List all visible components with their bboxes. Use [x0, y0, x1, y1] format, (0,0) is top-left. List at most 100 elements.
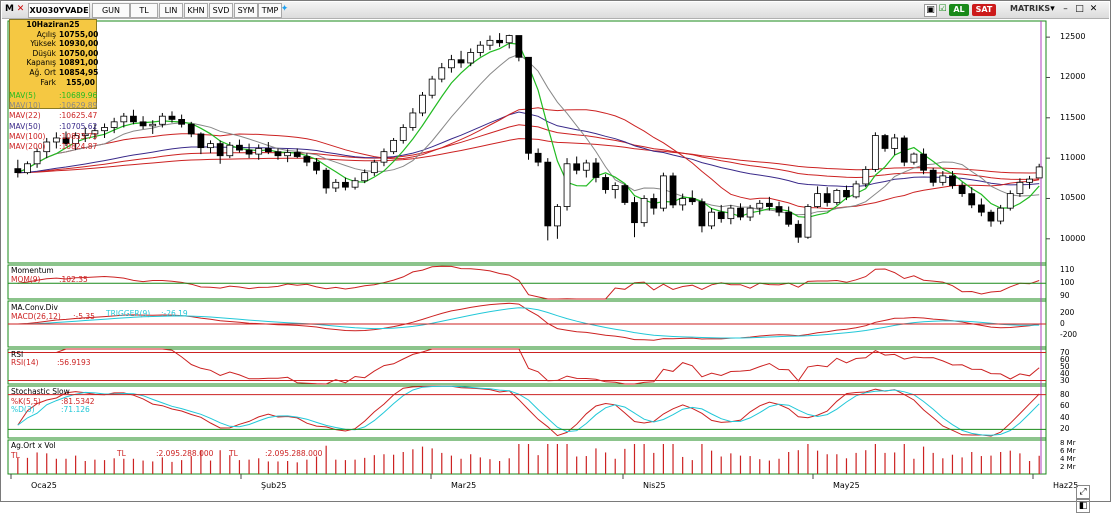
toolbar-button-lin[interactable]: LIN [159, 3, 183, 18]
momentum-title: Momentum [11, 266, 54, 275]
toolbar-button-sym[interactable]: SYM [234, 3, 258, 18]
candle-body [525, 56, 532, 154]
candle-body [43, 141, 51, 153]
x-axis-label: Mar25 [451, 481, 477, 490]
volume-value-2: :2.095.288.000 [265, 449, 323, 458]
toolbar-button-tl[interactable]: TL [130, 3, 158, 18]
twitter-icon[interactable]: ✦ [280, 4, 289, 14]
sell-button[interactable]: SAT [972, 4, 996, 16]
candle [949, 171, 956, 189]
candle-body [438, 67, 446, 80]
buy-button[interactable]: AL [949, 4, 969, 16]
candle-body [592, 162, 600, 178]
close-icon[interactable]: ✕ [1089, 4, 1098, 14]
toolbar-button-gun[interactable]: GUN [92, 3, 130, 18]
toolbar-button-khn[interactable]: KHN [184, 3, 208, 18]
candle [756, 200, 764, 215]
candle-body [390, 139, 397, 153]
candle-body [197, 133, 205, 149]
toolbar-button-svd[interactable]: SVD [209, 3, 233, 18]
candle [621, 183, 629, 205]
candle-body [679, 198, 687, 206]
info-value: 155,00 [66, 77, 95, 87]
candle [650, 193, 658, 215]
candle-body [505, 35, 513, 44]
toolbar-button-tmp[interactable]: TMP [258, 3, 282, 18]
candle-body [245, 149, 253, 155]
candle-body [958, 185, 966, 195]
volume-title: Ag.Ort x Vol [11, 441, 56, 450]
settings-icon[interactable]: ▣ [924, 4, 937, 17]
candle-body [756, 202, 764, 209]
mav-legend-item: MAV(100):10833.73 [9, 132, 97, 142]
rsi-line [17, 348, 1040, 385]
candle [977, 198, 985, 217]
candle-body [486, 39, 494, 46]
symbol-field[interactable]: XU030YVADE [28, 3, 90, 18]
candle-body [727, 207, 735, 220]
candle [804, 204, 812, 239]
macd-trigger-line [17, 307, 1040, 339]
candle [766, 196, 773, 211]
x-axis-label: Şub25 [261, 481, 287, 490]
candle-body [631, 202, 638, 224]
x-axis-label: May25 [833, 481, 860, 490]
candle [351, 177, 359, 190]
candle [52, 132, 60, 149]
stoch-tick-label: 80 [1060, 389, 1070, 399]
candle-body [910, 153, 918, 163]
candle [640, 195, 648, 227]
candle [43, 137, 51, 159]
mav-label: MAV(200) [9, 142, 46, 152]
mav-label: MAV(5) [9, 91, 36, 100]
candle-body [1006, 193, 1014, 209]
mav-value: :10689.96 [59, 91, 98, 100]
y-tick-label: 11500 [1060, 112, 1086, 122]
candle-body [785, 211, 793, 225]
stoch-d-value: :71.126 [61, 405, 90, 414]
fit-icon[interactable]: ⤢ [1076, 485, 1090, 499]
y-tick-label: 10500 [1060, 193, 1086, 203]
checkbox-icon[interactable]: ☑ [938, 4, 947, 14]
volume-value-1: :2.095.288.000 [156, 449, 214, 458]
info-row: Yüksek 10930,00 [10, 39, 98, 49]
info-value: 10891,00 [59, 58, 99, 68]
candle-body [72, 135, 80, 145]
mav-label: MAV(100) [9, 131, 46, 141]
remove-icon[interactable]: ✕ [16, 4, 25, 14]
window-menu-icon[interactable]: ▾ [1050, 4, 1055, 14]
candle-body [515, 35, 523, 58]
candle [1006, 190, 1014, 211]
x-axis-label: Nis25 [643, 481, 666, 490]
candle [207, 140, 214, 154]
info-value: 10750,00 [59, 48, 99, 58]
menu-icon[interactable]: M [5, 4, 14, 14]
rsi-label: RSI(14) [11, 358, 39, 367]
mav-label: MAV(22) [9, 111, 41, 121]
candle [14, 159, 22, 178]
candle-body [746, 207, 754, 218]
candle-body [284, 152, 291, 157]
candle [544, 158, 552, 241]
minimize-icon[interactable]: – [1063, 4, 1068, 14]
panel-frame-4 [7, 385, 1047, 439]
candle [669, 172, 677, 209]
candle [72, 132, 80, 151]
candle-body [178, 119, 186, 125]
candle [390, 137, 397, 155]
x-axis-label: Oca25 [31, 481, 57, 490]
stoch-title: Stochastic Slow [11, 387, 70, 396]
candle-body [871, 135, 879, 170]
maximize-icon[interactable]: □ [1075, 4, 1084, 14]
candle-body [737, 207, 744, 218]
info-key: Kapanış [26, 58, 56, 68]
candle [303, 153, 311, 167]
candle [120, 112, 128, 128]
candle-body [101, 127, 108, 132]
rsi-tick-label: 60 [1060, 354, 1070, 364]
zoom-icon[interactable]: ◧ [1076, 499, 1090, 513]
candle [264, 142, 272, 155]
candle [582, 159, 590, 178]
candle-body [168, 115, 176, 120]
candle-body [997, 207, 1005, 222]
